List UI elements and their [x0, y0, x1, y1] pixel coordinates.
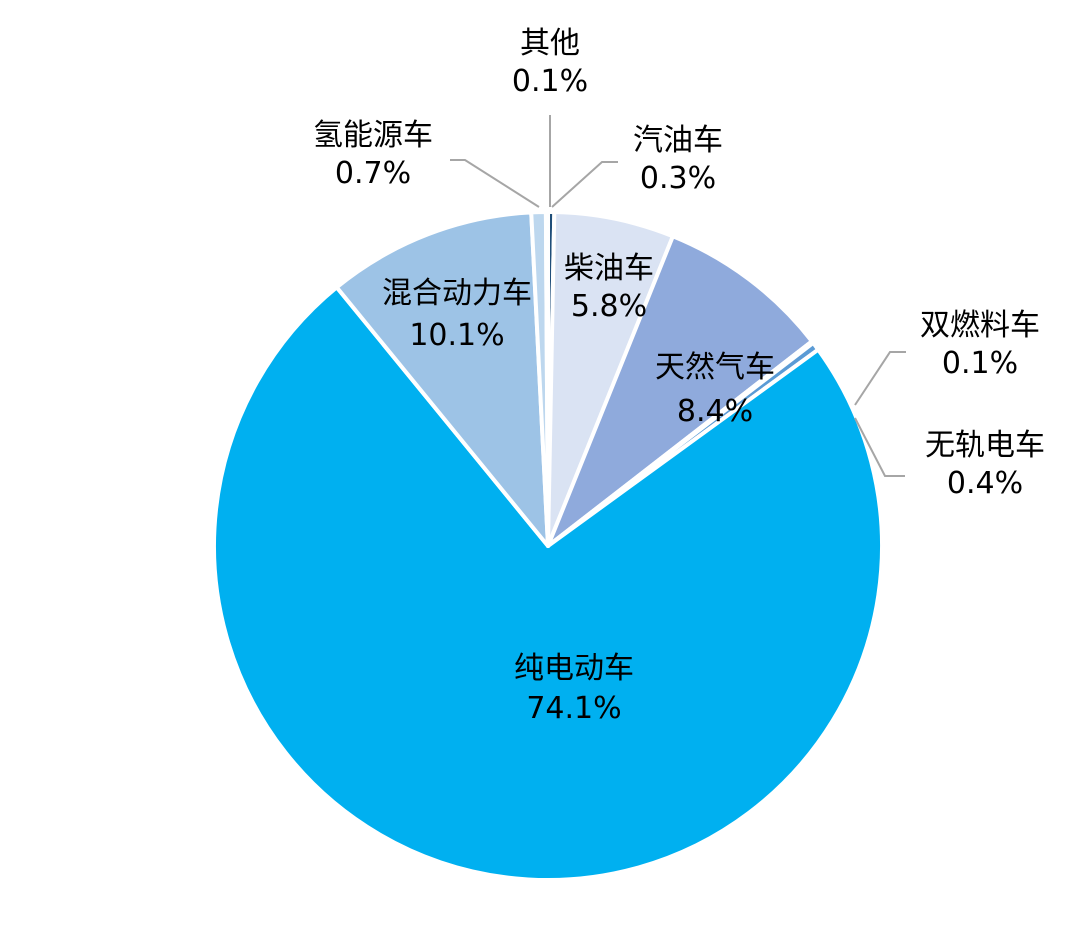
slice-percent-label: 0.4% [947, 466, 1023, 501]
slice-name-label: 无轨电车 [925, 428, 1045, 463]
slice-percent-label: 5.8% [571, 289, 647, 324]
slice-name-label: 混合动力车 [382, 276, 532, 311]
leader-line-1 [551, 161, 618, 208]
slice-name-label: 纯电动车 [514, 651, 634, 686]
slice-name-label: 双燃料车 [920, 308, 1040, 343]
leader-lines [450, 115, 906, 477]
slice-name-label: 其他 [520, 26, 580, 61]
slice-name-label: 天然气车 [655, 350, 775, 385]
pie-slices [212, 209, 884, 882]
slice-name-label: 汽油车 [633, 123, 723, 158]
slice-percent-label: 8.4% [677, 394, 753, 429]
slice-percent-label: 74.1% [526, 691, 621, 726]
pie-slice-9 [543, 210, 550, 548]
pie-slice-3 [546, 234, 814, 548]
leader-line-8 [450, 159, 540, 208]
slice-percent-label: 10.1% [409, 318, 504, 353]
slice-percent-label: 0.1% [512, 64, 588, 99]
slice-name-label: 氢能源车 [313, 118, 433, 153]
leader-line-4 [854, 351, 906, 406]
leader-line-5 [854, 417, 905, 477]
pie-slice-7 [334, 210, 550, 548]
pie-labels: 汽油车0.3%柴油车5.8%天然气车8.4%双燃料车0.1%无轨电车0.4%纯电… [313, 26, 1045, 726]
slice-percent-label: 0.3% [640, 161, 716, 196]
slice-name-label: 柴油车 [564, 251, 654, 286]
slice-percent-label: 0.1% [942, 346, 1018, 381]
pie-slice-6 [212, 285, 884, 882]
slice-percent-label: 0.7% [335, 156, 411, 191]
